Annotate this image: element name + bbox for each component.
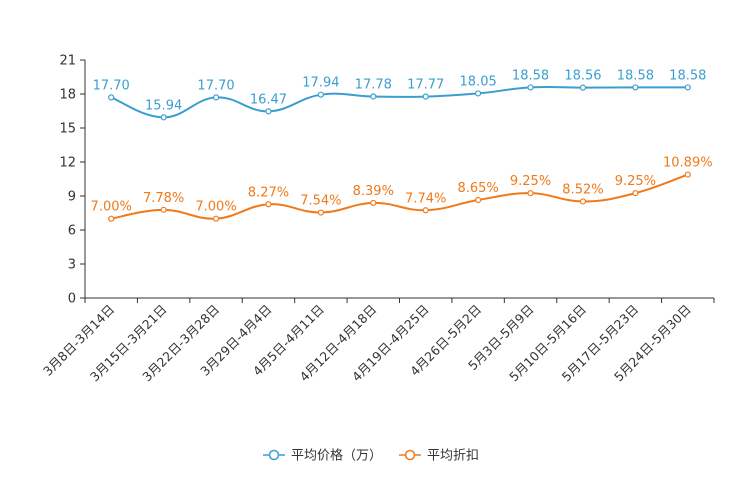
data-point (160, 206, 167, 213)
data-label: 16.47 (250, 92, 287, 107)
data-label: 15.94 (145, 98, 182, 113)
data-label: 18.58 (512, 68, 549, 83)
data-label: 8.27% (248, 185, 289, 200)
y-axis: 0 3 6 9 12 15 18 21 (59, 54, 86, 307)
y-tick-label: 6 (68, 224, 76, 239)
data-label: 9.25% (510, 174, 551, 189)
data-label: 18.56 (564, 69, 601, 84)
data-point (265, 201, 272, 208)
data-point (527, 190, 534, 197)
data-label: 8.52% (562, 182, 603, 197)
data-label: 7.00% (91, 200, 132, 215)
legend-swatch-marker (404, 449, 416, 461)
data-point (527, 84, 534, 91)
data-label: 17.70 (197, 78, 234, 93)
data-label: 7.54% (300, 194, 341, 209)
data-point (317, 209, 324, 216)
data-label: 18.58 (669, 68, 706, 83)
series-line-0 (110, 85, 688, 119)
data-point (475, 196, 482, 204)
data-label: 8.39% (353, 184, 394, 199)
data-label: 18.05 (460, 74, 497, 89)
data-point (684, 84, 691, 91)
legend-swatch-marker (268, 449, 280, 461)
data-point (475, 90, 482, 97)
series-group: 17.70 15.94 17.70 16.47 17.94 17.78 17.77 18.05… (91, 68, 713, 222)
data-point (422, 207, 429, 214)
data-point (212, 215, 220, 222)
data-label: 9.25% (615, 174, 656, 189)
data-label: 7.74% (405, 191, 446, 206)
data-point (370, 93, 377, 100)
data-label: 17.94 (302, 76, 339, 91)
series-line-1 (111, 173, 689, 220)
legend-item-0[interactable]: 平均价格（万） (263, 448, 382, 464)
legend[interactable]: 平均价格（万） 平均折扣 (263, 448, 479, 464)
data-point (632, 84, 639, 91)
x-axis: 3月8日-3月14日3月15日-3月21日3月22日-3月28日3月29日-4月… (40, 297, 715, 384)
data-point (108, 215, 115, 222)
data-point (632, 190, 639, 197)
data-label: 7.78% (143, 191, 184, 206)
data-point (265, 108, 272, 115)
legend-item-1[interactable]: 平均折扣 (399, 449, 479, 464)
data-label: 8.65% (457, 181, 498, 196)
y-tick-label: 12 (59, 156, 76, 171)
data-point (370, 199, 377, 207)
y-tick-label: 18 (59, 88, 76, 103)
data-label: 10.89% (663, 156, 713, 171)
data-point (108, 94, 115, 101)
y-tick-label: 21 (59, 54, 76, 69)
data-point (579, 84, 587, 91)
y-tick-label: 0 (68, 292, 76, 307)
data-label: 17.70 (93, 78, 130, 93)
data-point (317, 91, 324, 98)
data-label: 7.00% (195, 200, 236, 215)
data-point (579, 198, 587, 205)
data-label: 18.58 (617, 68, 654, 83)
legend-label: 平均折扣 (427, 449, 479, 464)
data-label: 17.77 (407, 78, 444, 93)
y-tick-label: 3 (68, 258, 76, 273)
data-point (160, 114, 167, 121)
legend-label: 平均价格（万） (291, 448, 382, 464)
y-tick-label: 9 (68, 190, 76, 205)
data-point (684, 171, 691, 178)
data-label: 17.78 (355, 77, 392, 92)
data-point (212, 94, 220, 101)
data-point (422, 93, 429, 100)
y-tick-label: 15 (59, 122, 76, 137)
